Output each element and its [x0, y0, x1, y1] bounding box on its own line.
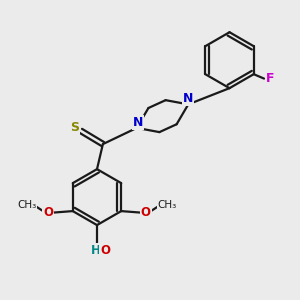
Text: CH₃: CH₃: [17, 200, 36, 210]
Text: F: F: [266, 72, 275, 85]
Text: H: H: [91, 244, 100, 256]
Text: O: O: [141, 206, 151, 219]
Text: CH₃: CH₃: [158, 200, 177, 210]
Text: O: O: [100, 244, 110, 256]
Text: N: N: [183, 92, 194, 105]
Text: N: N: [133, 116, 143, 128]
Text: S: S: [70, 122, 80, 134]
Text: O: O: [43, 206, 53, 219]
